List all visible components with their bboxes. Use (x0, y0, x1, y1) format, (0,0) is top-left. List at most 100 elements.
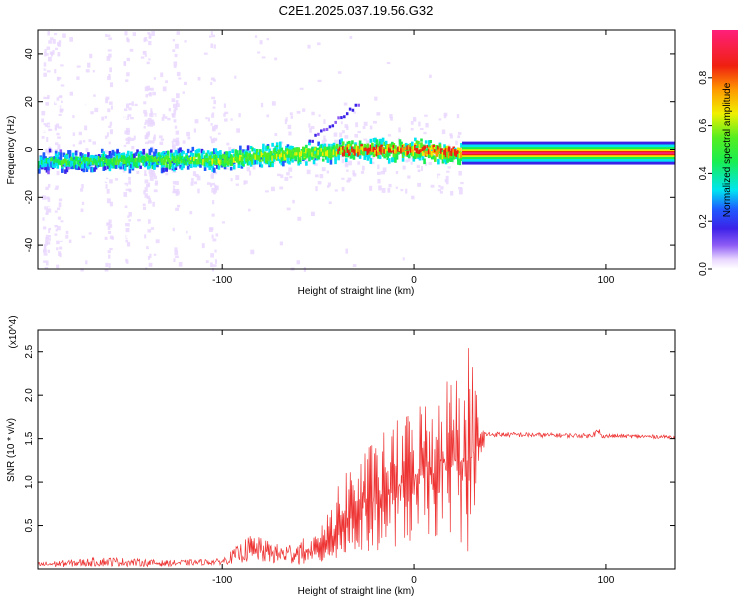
spectrogram-band-cell (165, 155, 168, 160)
spectrogram-band-cell (391, 157, 394, 163)
spectrogram-band-cell (275, 147, 279, 152)
spectrogram-noise-cell (266, 114, 270, 118)
spectrogram-band-cell (232, 164, 236, 170)
spectrogram-band-cell (268, 161, 271, 166)
snr-x-axis-title: Height of straight line (km) (298, 586, 415, 597)
spectrogram-noise-cell (249, 170, 252, 176)
spectrogram-band-cell (236, 158, 239, 163)
spectrogram-band-cell (154, 155, 158, 162)
spectrogram-band-cell (447, 156, 451, 162)
spectrogram-band-cell (285, 152, 288, 158)
spectrogram-band-cell (429, 150, 433, 155)
spectrogram-band-cell (107, 155, 110, 159)
spectrogram-noise-cell (50, 149, 54, 153)
spectrogram-band-cell (246, 153, 250, 160)
spectrogram-band-cell (79, 152, 83, 158)
spectrogram-band-cell (443, 144, 446, 150)
spectrogram-band-cell (434, 156, 437, 162)
spectrogram-noise-cell (134, 103, 138, 107)
spectrogram-band-cell (48, 161, 52, 167)
spectrogram-noise-cell (45, 66, 49, 70)
spectrogram-noise-cell (403, 110, 408, 113)
spectrogram-band-cell (127, 158, 130, 164)
spectrogram-band-cell (114, 152, 118, 158)
spectrogram-band-cell (440, 154, 443, 160)
spectrogram-noise-cell (209, 183, 212, 187)
spectrogram-band-cell (334, 155, 337, 161)
spectrogram-noise-cell (372, 187, 376, 192)
spectrogram-noise-cell (168, 108, 172, 112)
spectrogram-noise-cell (186, 131, 190, 137)
spectrogram-band-cell (68, 153, 72, 160)
spectrogram-band-cell (366, 154, 370, 160)
spectrogram-band-cell (392, 150, 396, 154)
spectrogram-band-cell (68, 158, 72, 163)
spectrogram-band-cell (136, 157, 139, 162)
spectrogram-noise-cell (209, 35, 212, 38)
spectrogram-noise-cell (55, 185, 59, 189)
spectrogram-band-cell (288, 149, 291, 154)
spectrogram-noise-cell (172, 39, 175, 42)
spectrogram-band-cell (220, 159, 224, 165)
spectrogram-band-cell (176, 160, 179, 166)
spectrogram-noise-cell (46, 241, 51, 245)
spectrogram-band-cell (208, 152, 211, 159)
spectrogram-band-cell (150, 147, 153, 153)
spectrogram-band-cell (325, 146, 328, 152)
spectrogram-band-cell (358, 140, 362, 146)
spectrogram-noise-cell (174, 53, 178, 58)
spectrogram-band-cell (54, 153, 58, 159)
spectrogram-noise-cell (48, 238, 51, 241)
spectrogram-band-cell (283, 154, 287, 160)
spectrogram-band-cell (110, 158, 113, 165)
spectrogram-noise-cell (54, 68, 57, 74)
spectrogram-band-cell (48, 157, 52, 163)
spectrogram-band-cell (271, 142, 274, 147)
spectrogram-noise-cell (461, 185, 465, 189)
spectrogram-noise-cell (85, 260, 88, 265)
spectrogram-band-cell (340, 138, 343, 144)
spectrogram-band-cell (455, 153, 459, 158)
spectrogram-band-cell (122, 155, 126, 162)
spectrogram-band-cell (74, 164, 78, 170)
spectrogram-band-cell (446, 157, 449, 163)
spectrogram-band-cell (409, 143, 413, 147)
spectrogram-band-cell (54, 150, 58, 156)
spectrogram-noise-cell (151, 169, 155, 172)
spectrogram-band-cell (329, 152, 333, 158)
spectrogram-noise-cell (55, 44, 59, 48)
spectrogram-band-cell (352, 156, 356, 160)
spectrogram-band-cell (200, 153, 204, 159)
spectrogram-noise-cell (43, 244, 47, 250)
spectrogram-noise-cell (271, 101, 276, 106)
spectrogram-band-cell (113, 163, 116, 169)
spectrogram-band-cell (406, 150, 409, 156)
spectrogram-noise-cell (43, 128, 47, 133)
spectrogram-band-cell (366, 143, 370, 149)
spectrogram-noise-cell (361, 165, 365, 171)
spectrogram-band-cell (199, 159, 202, 163)
spectrogram-band-cell (153, 163, 156, 169)
spectrogram-band-cell (162, 150, 165, 157)
spectrogram-noise-cell (186, 230, 189, 234)
spectrogram-noise-cell (76, 65, 81, 68)
spectrogram-band-cell (283, 151, 287, 155)
spectrogram-noise-cell (148, 198, 152, 202)
spectrogram-band-cell (93, 167, 96, 172)
spectrogram-noise-cell (146, 195, 151, 200)
spectrogram-band-cell (80, 163, 84, 169)
spectrogram-noise-cell (56, 240, 60, 245)
spectrogram-band-cell (176, 155, 179, 159)
spectrogram-band-cell (194, 153, 198, 158)
spectrogram-noise-cell (108, 73, 111, 78)
spectrogram-band-cell (70, 164, 73, 170)
spectrogram-noise-cell (153, 134, 156, 140)
spectrogram-noise-cell (213, 190, 216, 195)
spectrogram-noise-cell (125, 103, 130, 109)
spectrogram-band-cell (77, 159, 81, 166)
spectrogram-noise-cell (46, 122, 51, 125)
spectrogram-band-cell (437, 158, 440, 165)
spectrogram-noise-cell (203, 52, 208, 55)
snr-y-tick-label: 1.5 (24, 431, 35, 445)
spectrogram-band-cell (369, 138, 373, 143)
